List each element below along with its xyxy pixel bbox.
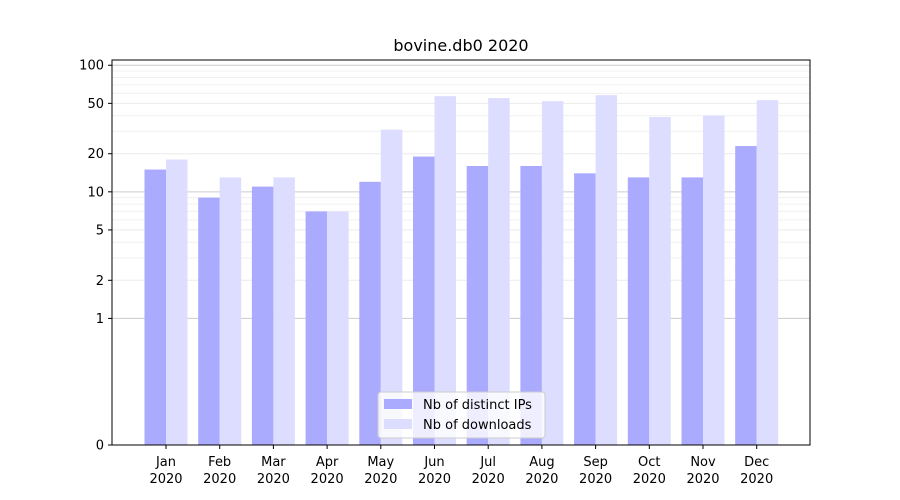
bar-downloads (273, 177, 295, 446)
x-tick-label-month: Jul (479, 455, 496, 470)
y-tick-label: 20 (87, 147, 104, 162)
y-tick-label: 10 (87, 185, 104, 200)
legend-label: Nb of distinct IPs (423, 398, 532, 413)
y-tick-label: 0 (96, 439, 104, 454)
y-tick-label: 1 (96, 312, 104, 327)
y-tick-label: 100 (79, 59, 104, 74)
bar-downloads (756, 100, 779, 445)
x-tick-label-month: Jun (423, 455, 444, 470)
y-tick-label: 5 (96, 223, 104, 238)
bar-downloads (327, 211, 349, 445)
bar-downloads (219, 177, 242, 446)
bar-downloads (595, 95, 618, 445)
x-tick-label-month: Sep (583, 455, 608, 470)
y-tick-label: 50 (87, 97, 104, 112)
bar-distinct-ips (251, 186, 274, 446)
x-tick-label-year: 2020 (686, 472, 719, 487)
bar-downloads (380, 129, 403, 445)
legend-label: Nb of downloads (423, 418, 532, 433)
x-tick-label-year: 2020 (257, 472, 290, 487)
x-tick-label-month: Aug (529, 455, 554, 470)
bar-distinct-ips (144, 169, 166, 445)
legend-frame (377, 391, 546, 439)
legend-swatch (384, 419, 412, 429)
bars-layer (144, 95, 779, 446)
x-tick-label-year: 2020 (149, 472, 182, 487)
x-tick-label-year: 2020 (203, 472, 236, 487)
bar-distinct-ips (520, 165, 542, 446)
y-axis: 0 1 2 5 10 20 50 100 (79, 59, 112, 454)
bar-distinct-ips (574, 173, 596, 445)
x-tick-label-year: 2020 (472, 472, 505, 487)
bar-distinct-ips (198, 197, 220, 445)
bar-distinct-ips (735, 146, 757, 445)
x-tick-label-year: 2020 (525, 472, 558, 487)
bar-distinct-ips (305, 211, 328, 445)
bar-downloads (166, 159, 188, 445)
x-tick-label-month: Nov (690, 455, 716, 470)
bar-downloads (541, 101, 564, 446)
bar-downloads (434, 96, 456, 446)
x-tick-label-year: 2020 (418, 472, 451, 487)
plot-frame (111, 59, 811, 446)
bar-distinct-ips (359, 181, 381, 445)
x-tick-label-month: May (367, 455, 394, 470)
bar-distinct-ips (627, 177, 650, 446)
bar-distinct-ips (681, 177, 703, 446)
legend-swatch (384, 399, 412, 409)
bar-downloads (649, 117, 671, 446)
x-tick-label-year: 2020 (311, 472, 344, 487)
bar-downloads (488, 98, 510, 445)
x-tick-label-year: 2020 (633, 472, 666, 487)
chart-title: bovine.db0 2020 (393, 36, 528, 55)
x-tick-label-month: Feb (208, 455, 231, 470)
x-tick-label-month: Mar (261, 455, 286, 470)
bar-distinct-ips (413, 156, 435, 446)
x-tick-label-year: 2020 (364, 472, 397, 487)
bar-downloads (703, 115, 725, 445)
x-tick-label-month: Oct (638, 455, 660, 470)
x-tick-label-month: Dec (744, 455, 769, 470)
bar-distinct-ips (466, 165, 489, 446)
y-tick-label: 2 (96, 274, 104, 289)
legend: Nb of distinct IPs Nb of downloads (377, 391, 546, 439)
x-tick-label-year: 2020 (579, 472, 612, 487)
x-tick-label-year: 2020 (740, 472, 773, 487)
x-tick-label-month: Apr (316, 455, 339, 470)
x-tick-label-month: Jan (155, 455, 176, 470)
x-axis: Jan 2020 Feb 2020 Mar 2020 Apr 2020 May 2020 Jun 20… (149, 445, 773, 487)
